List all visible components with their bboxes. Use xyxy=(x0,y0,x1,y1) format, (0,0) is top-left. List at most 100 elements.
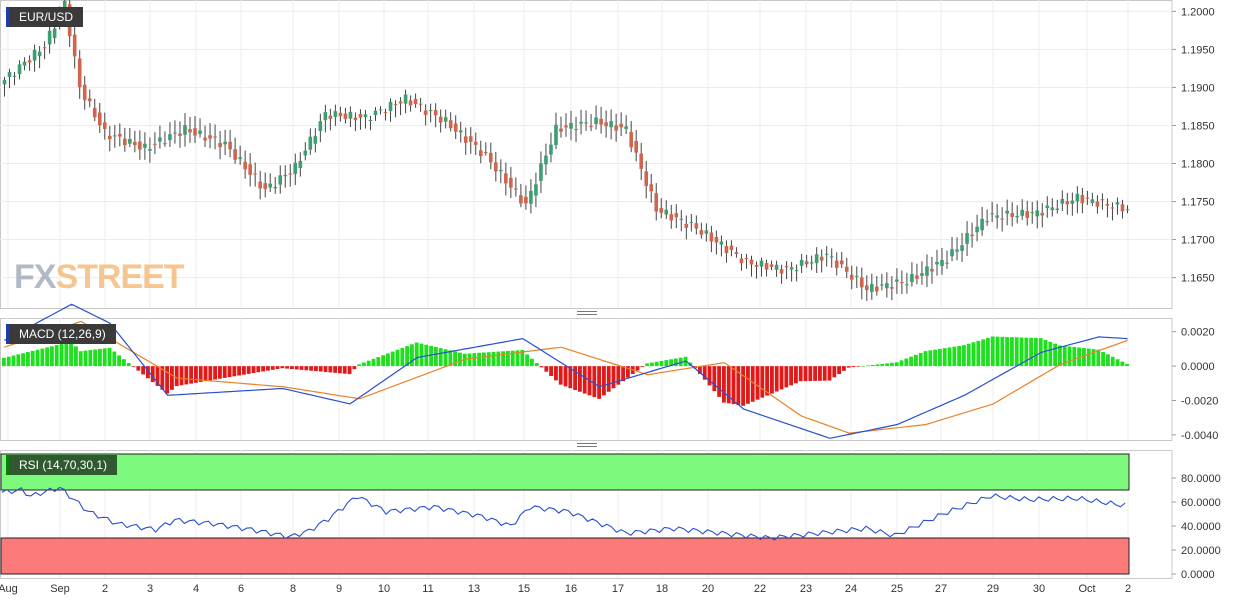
macd-hist-bar-226 xyxy=(1086,348,1091,367)
macd-hist-bar-13 xyxy=(64,342,69,367)
x-tick-label-15: 20 xyxy=(702,583,714,595)
macd-hist-bar-206 xyxy=(990,336,995,367)
macd-hist-bar-75 xyxy=(362,362,366,367)
macd-hist-bar-158 xyxy=(760,366,765,398)
macd-hist-bar-64 xyxy=(309,366,314,371)
macd-hist-bar-161 xyxy=(774,366,779,392)
macd-hist-bar-94 xyxy=(453,351,458,367)
candle-body-9 xyxy=(47,30,52,45)
candle-body-73 xyxy=(368,119,373,121)
macd-hist-bar-151 xyxy=(726,366,731,404)
macd-hist-bar-38 xyxy=(184,366,189,385)
candle-body-19 xyxy=(97,112,102,126)
macd-hist-bar-138 xyxy=(664,360,669,367)
macd-hist-bar-114 xyxy=(549,366,554,377)
macd-hist-bar-14 xyxy=(69,341,74,367)
x-tick-label-8: 10 xyxy=(378,583,390,595)
candle-body-132 xyxy=(664,209,669,215)
macd-y-tick-label-0: 0.0020 xyxy=(1181,327,1215,339)
macd-hist-bar-45 xyxy=(218,366,222,379)
macd-hist-bar-77 xyxy=(371,358,376,367)
candle-body-104 xyxy=(524,196,528,204)
macd-hist-bar-115 xyxy=(554,366,558,381)
macd-hist-bar-198 xyxy=(952,346,957,367)
symbol-label: EUR/USD xyxy=(6,7,84,27)
candle-body-63 xyxy=(318,121,323,131)
candle-body-223 xyxy=(1120,204,1125,212)
macd-hist-bar-90 xyxy=(434,346,438,367)
macd-hist-bar-81 xyxy=(390,351,395,367)
price-y-tick-label-6: 1.1700 xyxy=(1181,235,1215,247)
macd-hist-bar-183 xyxy=(880,363,885,367)
x-tick-label-24: 2 xyxy=(1125,583,1131,595)
candle-body-152 xyxy=(764,263,769,270)
macd-hist-bar-227 xyxy=(1091,349,1096,367)
macd-hist-bar-51 xyxy=(246,366,251,374)
macd-hist-bar-129 xyxy=(621,366,626,382)
candle-body-123 xyxy=(619,123,623,128)
macd-hist-bar-113 xyxy=(544,366,549,372)
x-tick-label-20: 27 xyxy=(935,583,947,595)
candle-body-25 xyxy=(128,138,132,144)
macd-hist-bar-120 xyxy=(578,366,582,392)
candle-body-76 xyxy=(383,111,388,113)
candle-body-157 xyxy=(789,267,794,270)
candle-body-6 xyxy=(32,49,37,61)
macd-hist-bar-8 xyxy=(40,348,45,367)
candle-body-142 xyxy=(714,236,719,243)
macd-hist-bar-108 xyxy=(520,350,525,367)
candle-body-176 xyxy=(885,283,889,289)
macd-hist-bar-74 xyxy=(357,364,362,367)
candle-body-26 xyxy=(133,141,137,145)
candle-body-186 xyxy=(935,261,939,265)
macd-hist-bar-78 xyxy=(376,357,381,367)
candle-body-4 xyxy=(22,61,27,66)
candle-body-31 xyxy=(158,137,162,142)
macd-hist-bar-19 xyxy=(93,349,98,367)
logo-fx: FX xyxy=(14,258,56,296)
macd-hist-bar-63 xyxy=(304,366,309,371)
macd-hist-bar-181 xyxy=(870,364,875,367)
macd-hist-bar-130 xyxy=(626,366,630,378)
macd-hist-bar-136 xyxy=(654,361,659,367)
macd-hist-bar-124 xyxy=(597,366,602,399)
candle-body-15 xyxy=(77,58,82,88)
macd-hist-bar-84 xyxy=(405,346,410,367)
macd-hist-bar-53 xyxy=(256,366,261,373)
macd-hist-bar-157 xyxy=(755,366,760,400)
macd-hist-bar-190 xyxy=(914,354,918,367)
candle-body-93 xyxy=(468,136,473,142)
macd-line xyxy=(4,303,1128,439)
macd-hist-bar-184 xyxy=(885,363,890,367)
x-tick-label-12: 16 xyxy=(565,583,577,595)
macd-hist-bar-111 xyxy=(534,363,539,367)
candle-body-138 xyxy=(694,223,699,229)
macd-hist-bar-160 xyxy=(770,366,774,394)
candle-body-155 xyxy=(779,269,784,274)
candle-body-92 xyxy=(463,136,468,143)
candle-body-182 xyxy=(915,275,919,279)
candle-body-131 xyxy=(659,208,664,213)
macd-hist-bar-104 xyxy=(501,351,506,367)
candle-body-67 xyxy=(338,112,343,117)
candle-body-175 xyxy=(880,284,884,286)
macd-hist-bar-232 xyxy=(1115,359,1120,367)
candle-body-1 xyxy=(7,72,12,77)
candle-body-163 xyxy=(819,256,824,261)
candle-body-161 xyxy=(809,262,814,264)
macd-hist-bar-178 xyxy=(856,366,861,367)
macd-hist-bar-99 xyxy=(477,352,482,367)
candle-body-145 xyxy=(729,245,734,250)
macd-hist-bar-169 xyxy=(813,366,818,381)
macd-hist-bar-18 xyxy=(88,350,93,367)
macd-hist-bar-35 xyxy=(170,366,174,390)
candle-body-99 xyxy=(499,169,503,172)
macd-hist-bar-167 xyxy=(803,366,808,382)
candle-body-22 xyxy=(112,135,117,137)
candle-body-80 xyxy=(403,94,408,104)
candle-body-23 xyxy=(118,133,122,137)
macd-hist-bar-92 xyxy=(443,349,448,367)
candle-body-105 xyxy=(529,190,533,204)
